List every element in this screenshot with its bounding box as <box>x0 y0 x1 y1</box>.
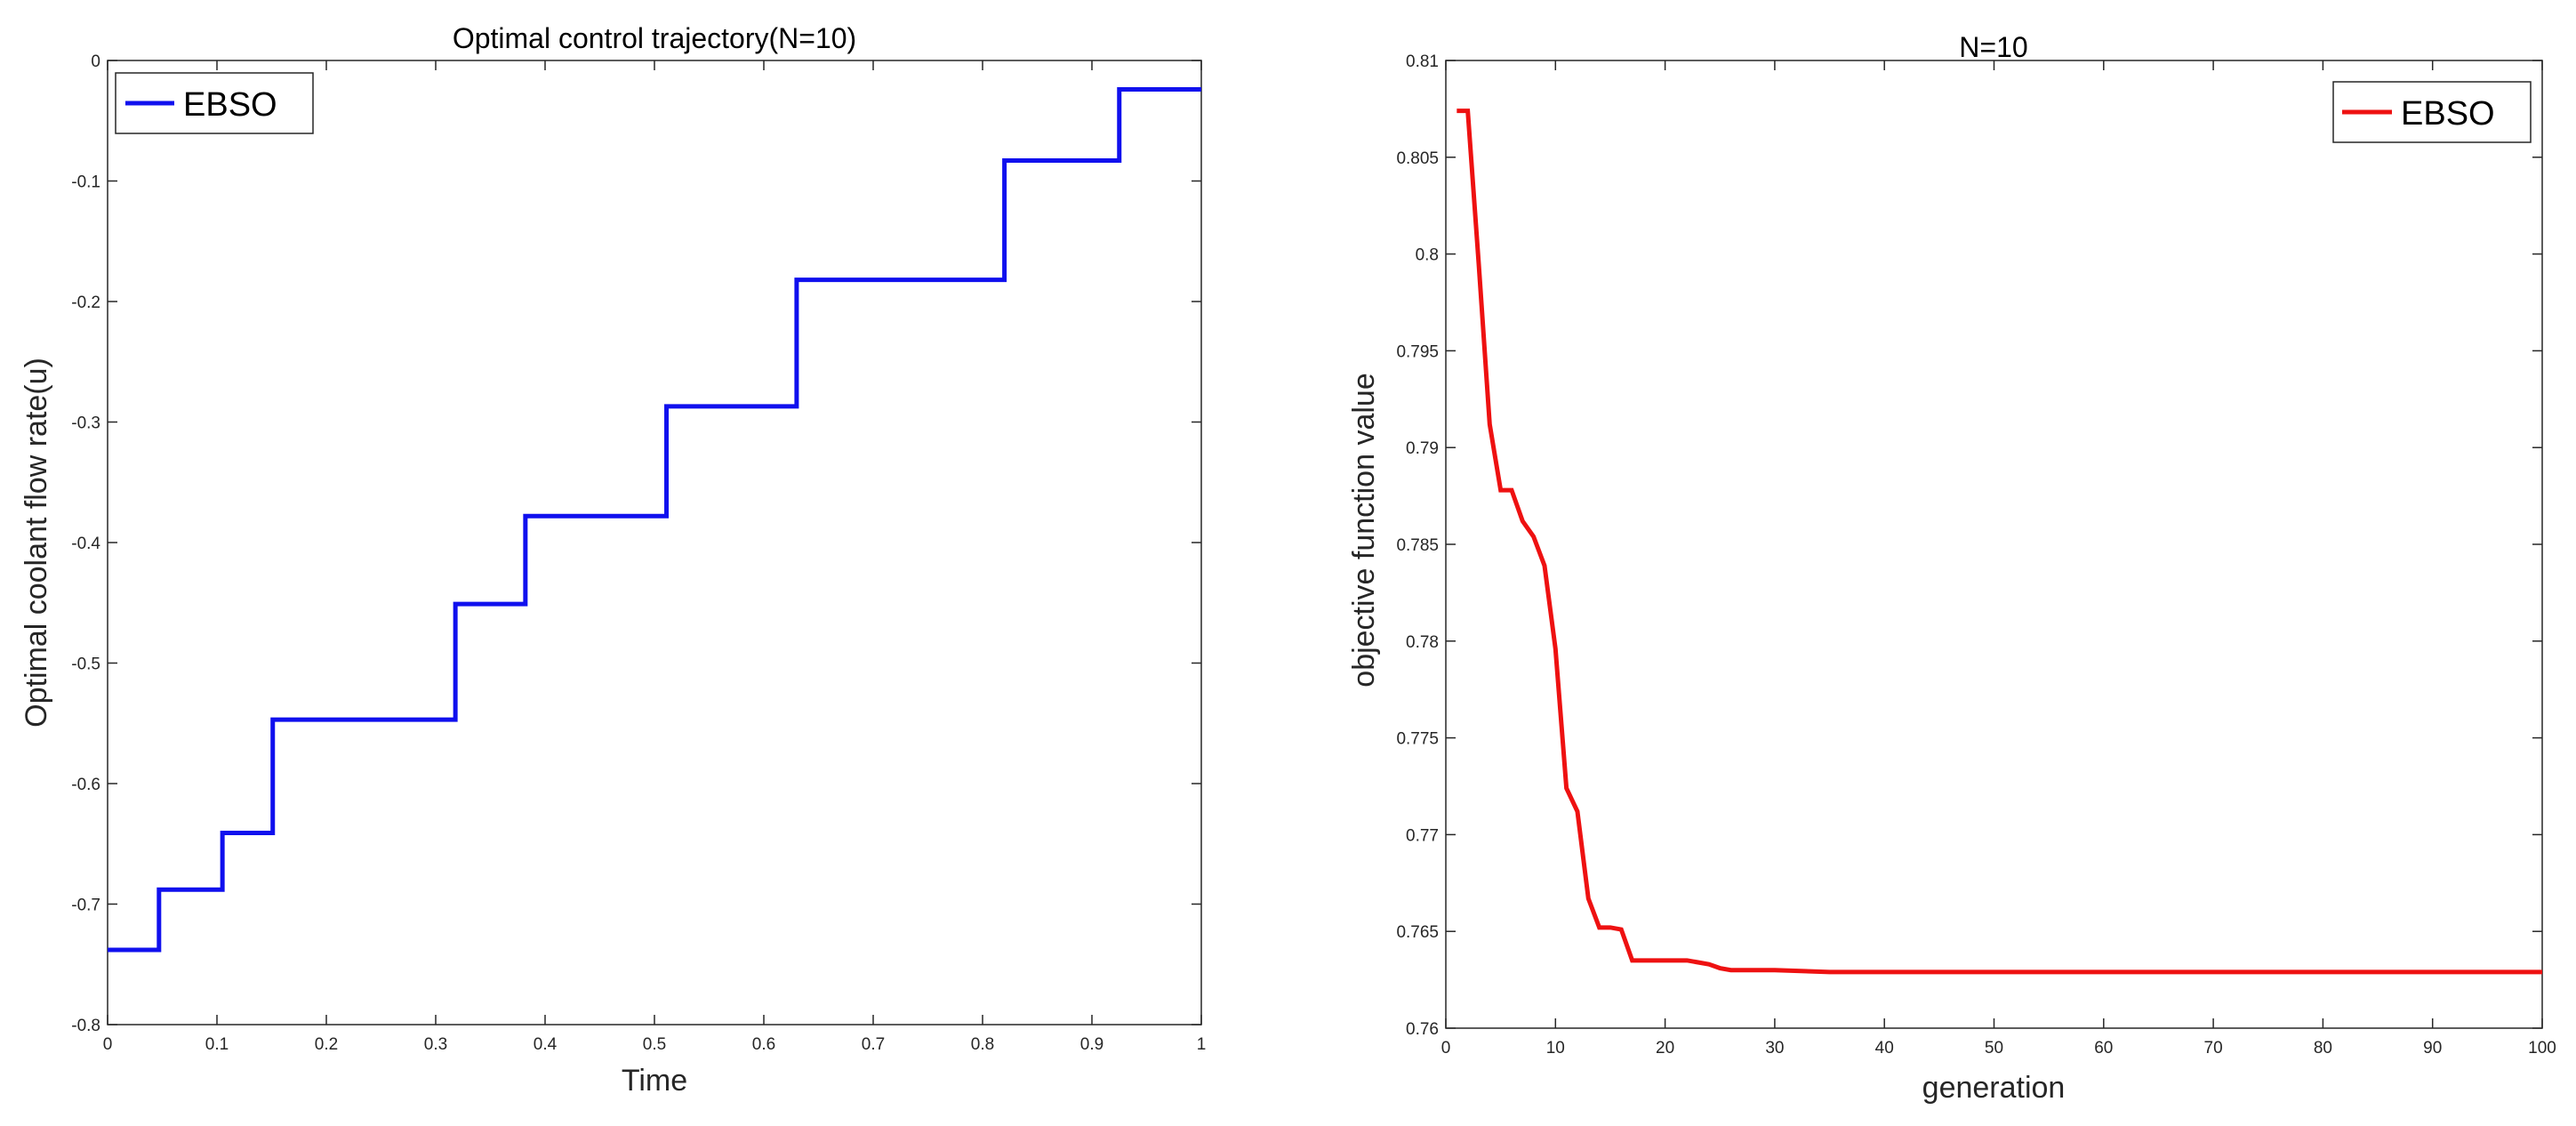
right-legend: EBSO <box>2332 81 2532 143</box>
left-x-tick-label: 1 <box>1197 1035 1207 1054</box>
left-legend-label: EBSO <box>183 86 277 124</box>
right-chart-title: N=10 <box>1959 31 2027 63</box>
left-x-tick-label: 0.4 <box>534 1035 558 1054</box>
right-series-line-ebso <box>1457 109 2542 975</box>
right-y-tick-label: 0.765 <box>1396 923 1439 942</box>
left-y-tick-label: -0.4 <box>71 535 100 553</box>
right-chart: N=10 generation objective function value… <box>1347 31 2556 1105</box>
right-y-tick-label: 0.795 <box>1396 342 1439 361</box>
left-series-group <box>108 87 1201 953</box>
right-y-tick-label: 0.79 <box>1406 439 1439 458</box>
left-chart: Optimal control trajectory(N=10) Time Op… <box>20 22 1206 1098</box>
right-y-tick-label: 0.77 <box>1406 826 1439 845</box>
right-x-tick-label: 90 <box>2423 1039 2442 1058</box>
left-x-tick-label: 0.5 <box>643 1035 666 1054</box>
left-y-tick-label: -0.3 <box>71 414 100 433</box>
left-x-axis-label: Time <box>622 1064 687 1098</box>
right-y-axis-label: objective function value <box>1347 373 1381 687</box>
left-y-tick-label: -0.1 <box>71 173 100 192</box>
left-y-axis-label: Optimal coolant flow rate(u) <box>20 358 53 728</box>
right-y-tick-label: 0.8 <box>1416 246 1439 265</box>
left-x-tick-label: 0.2 <box>315 1035 338 1054</box>
right-y-tick-label: 0.76 <box>1406 1020 1439 1039</box>
right-series-group <box>1457 109 2542 975</box>
right-y-tick-label: 0.805 <box>1396 149 1439 168</box>
right-plot-area <box>1445 60 2543 1029</box>
right-x-axis-label: generation <box>1922 1071 2066 1105</box>
left-y-tick-label: -0.6 <box>71 776 100 794</box>
left-x-tick-label: 0.1 <box>205 1035 229 1054</box>
right-x-tick-label: 80 <box>2314 1039 2332 1058</box>
right-x-tick-label: 30 <box>1765 1039 1784 1058</box>
left-x-tick-label: 0.3 <box>424 1035 447 1054</box>
left-x-tick-label: 0.8 <box>971 1035 994 1054</box>
left-y-tick-label: -0.7 <box>71 897 100 915</box>
right-x-tick-label: 40 <box>1875 1039 1894 1058</box>
left-y-tick-label: -0.5 <box>71 655 100 674</box>
right-legend-label: EBSO <box>2401 95 2495 133</box>
left-x-ticks: 0 0.1 0.2 0.3 0.4 0.5 0.6 0.7 0.8 0.9 1 <box>103 60 1207 1054</box>
right-x-tick-label: 0 <box>1441 1039 1451 1058</box>
right-x-ticks: 0 10 20 30 40 50 60 70 80 90 100 <box>1441 60 2556 1058</box>
left-y-tick-label: -0.8 <box>71 1017 100 1035</box>
right-x-tick-label: 100 <box>2528 1039 2556 1058</box>
right-y-tick-label: 0.785 <box>1396 536 1439 555</box>
right-y-ticks: 0.760.7650.770.7750.780.7850.790.7950.80… <box>1396 52 2542 1039</box>
left-x-tick-label: 0 <box>103 1035 113 1054</box>
left-series-line-ebso <box>108 87 1201 953</box>
left-y-tick-label: -0.2 <box>71 294 100 312</box>
right-x-tick-label: 10 <box>1546 1039 1565 1058</box>
left-y-ticks: 0 -0.1 -0.2 -0.3 -0.4 -0.5 -0.6 -0.7 -0.8 <box>71 52 1201 1035</box>
left-legend: EBSO <box>115 72 314 134</box>
left-chart-title: Optimal control trajectory(N=10) <box>453 22 856 54</box>
left-x-tick-label: 0.6 <box>752 1035 775 1054</box>
left-plot-area <box>107 60 1202 1025</box>
right-x-tick-label: 50 <box>1985 1039 2003 1058</box>
left-x-tick-label: 0.7 <box>862 1035 885 1054</box>
right-y-tick-label: 0.775 <box>1396 730 1439 749</box>
left-y-tick-label: 0 <box>91 52 100 71</box>
right-y-tick-label: 0.78 <box>1406 633 1439 652</box>
right-x-tick-label: 60 <box>2094 1039 2113 1058</box>
left-x-tick-label: 0.9 <box>1080 1035 1103 1054</box>
right-x-tick-label: 70 <box>2204 1039 2223 1058</box>
right-x-tick-label: 20 <box>1656 1039 1674 1058</box>
right-y-tick-label: 0.81 <box>1406 52 1439 71</box>
